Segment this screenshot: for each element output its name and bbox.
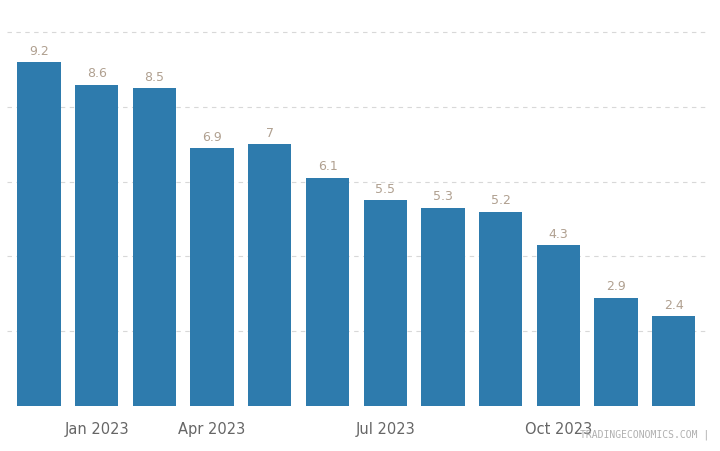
Bar [595,298,638,406]
Text: 6.1: 6.1 [318,161,338,174]
Bar [306,178,349,406]
Bar [75,84,118,406]
Text: 8.5: 8.5 [145,71,164,84]
Text: 4.3: 4.3 [549,228,568,241]
Bar [132,88,176,406]
Bar [17,62,60,406]
Text: TRADINGECONOMICS.COM |: TRADINGECONOMICS.COM | [580,429,709,440]
Text: 9.2: 9.2 [29,45,49,58]
Text: 5.3: 5.3 [433,190,453,203]
Text: 2.4: 2.4 [664,299,684,312]
Text: 7: 7 [266,127,274,140]
Text: 2.9: 2.9 [606,280,626,293]
Text: 6.9: 6.9 [202,131,222,143]
Bar [364,200,407,406]
Bar [652,316,696,406]
Bar [248,144,292,406]
Bar [421,208,464,406]
Bar [479,212,522,406]
Text: 5.5: 5.5 [375,183,395,196]
Bar [537,245,580,406]
Text: 8.6: 8.6 [86,67,107,80]
Text: 5.2: 5.2 [491,194,510,207]
Bar [191,148,234,406]
